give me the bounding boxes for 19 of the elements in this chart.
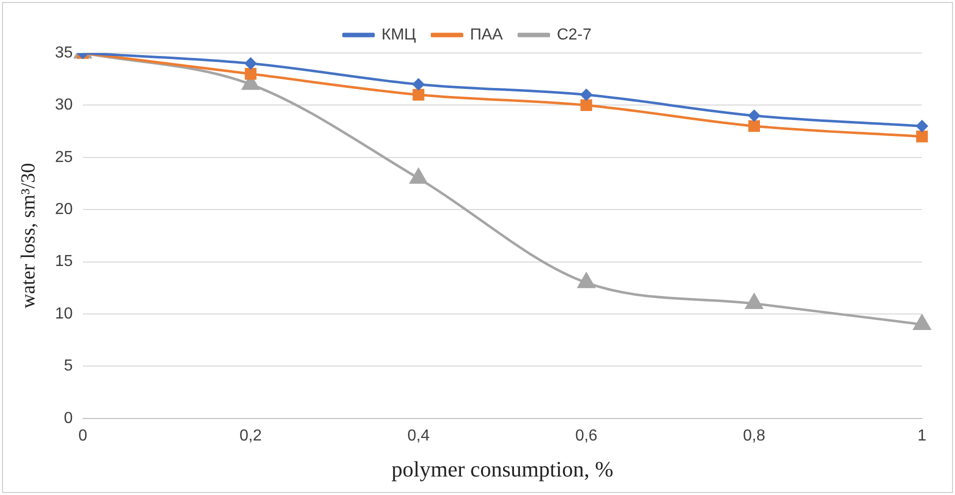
x-tick-label: 0,2 <box>240 427 262 444</box>
x-tick-label: 0,4 <box>407 427 430 444</box>
legend-label: ПАА <box>470 26 504 44</box>
legend-label: КМЦ <box>381 26 416 44</box>
y-tick-label: 0 <box>64 410 73 427</box>
legend-label: С2-7 <box>556 26 592 44</box>
y-tick-label: 15 <box>55 253 73 270</box>
x-axis-title: polymer consumption, % <box>391 456 614 482</box>
y-tick-label: 10 <box>55 305 73 322</box>
x-tick-label: 1 <box>918 427 927 444</box>
y-tick-label: 35 <box>55 44 73 62</box>
y-tick-label: 30 <box>55 96 73 114</box>
x-tick-label: 0,6 <box>575 427 598 444</box>
y-tick-label: 5 <box>64 358 73 375</box>
y-axis-title: water loss, sm³/30 <box>17 162 40 308</box>
x-tick-label: 0 <box>78 427 88 444</box>
y-tick-label: 25 <box>55 148 73 166</box>
x-tick-label: 0,8 <box>743 427 766 444</box>
y-tick-label: 20 <box>55 201 73 218</box>
